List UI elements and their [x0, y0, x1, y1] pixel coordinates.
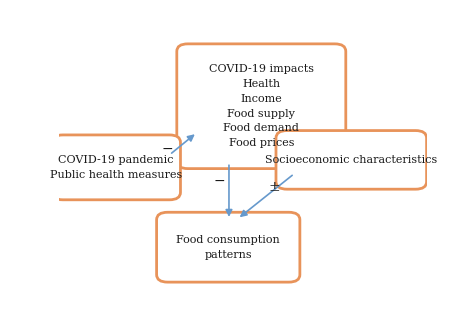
FancyBboxPatch shape [156, 212, 300, 282]
FancyBboxPatch shape [276, 131, 427, 189]
Text: −: − [213, 174, 225, 188]
Text: Food consumption
patterns: Food consumption patterns [176, 235, 280, 260]
Text: COVID-19 impacts
Health
Income
Food supply
Food demand
Food prices: COVID-19 impacts Health Income Food supp… [209, 64, 314, 148]
Text: Socioeconomic characteristics: Socioeconomic characteristics [265, 155, 438, 165]
FancyBboxPatch shape [52, 135, 181, 200]
FancyBboxPatch shape [177, 44, 346, 168]
Text: COVID-19 pandemic
Public health measures: COVID-19 pandemic Public health measures [50, 155, 182, 180]
Text: ±: ± [268, 180, 280, 194]
Text: −: − [162, 142, 173, 156]
